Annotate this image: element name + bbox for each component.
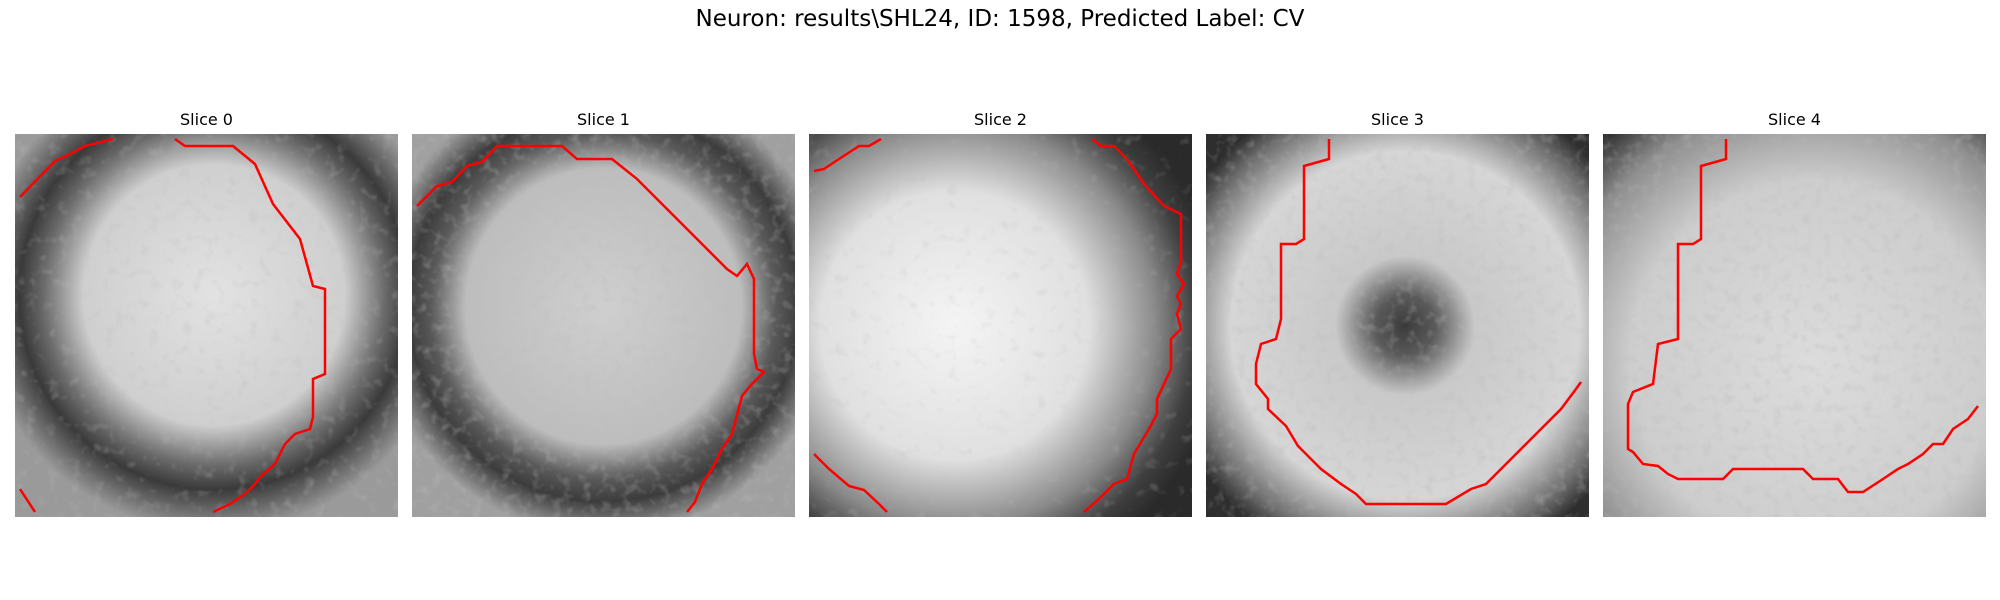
slice-image-1 <box>412 134 795 517</box>
slice-panel-4: Slice 4 <box>1603 108 1986 517</box>
slice-title-1: Slice 1 <box>577 110 630 129</box>
slice-contour-0 <box>18 137 327 514</box>
slice-contour-2-b <box>1083 138 1186 513</box>
slice-image-0 <box>15 134 398 517</box>
slice-panel-0: Slice 0 <box>15 108 398 517</box>
figure-title: Neuron: results\SHL24, ID: 1598, Predict… <box>695 6 1305 32</box>
slice-panel-2: Slice 2 <box>809 108 1192 517</box>
slice-contour-1 <box>416 144 767 513</box>
slice-contour-2-c <box>813 453 888 513</box>
slice-title-4: Slice 4 <box>1768 110 1821 129</box>
slice-image-2 <box>809 134 1192 517</box>
slice-image-3 <box>1206 134 1589 517</box>
slice-title-2: Slice 2 <box>974 110 1027 129</box>
slice-contour-3 <box>1254 139 1583 506</box>
slice-panel-1: Slice 1 <box>412 108 795 517</box>
slice-title-0: Slice 0 <box>180 110 233 129</box>
slice-contour-4 <box>1626 139 1979 494</box>
slice-image-4 <box>1603 134 1986 517</box>
slice-panel-3: Slice 3 <box>1206 108 1589 517</box>
slice-contour-2-a <box>813 137 882 173</box>
slice-title-3: Slice 3 <box>1371 110 1424 129</box>
